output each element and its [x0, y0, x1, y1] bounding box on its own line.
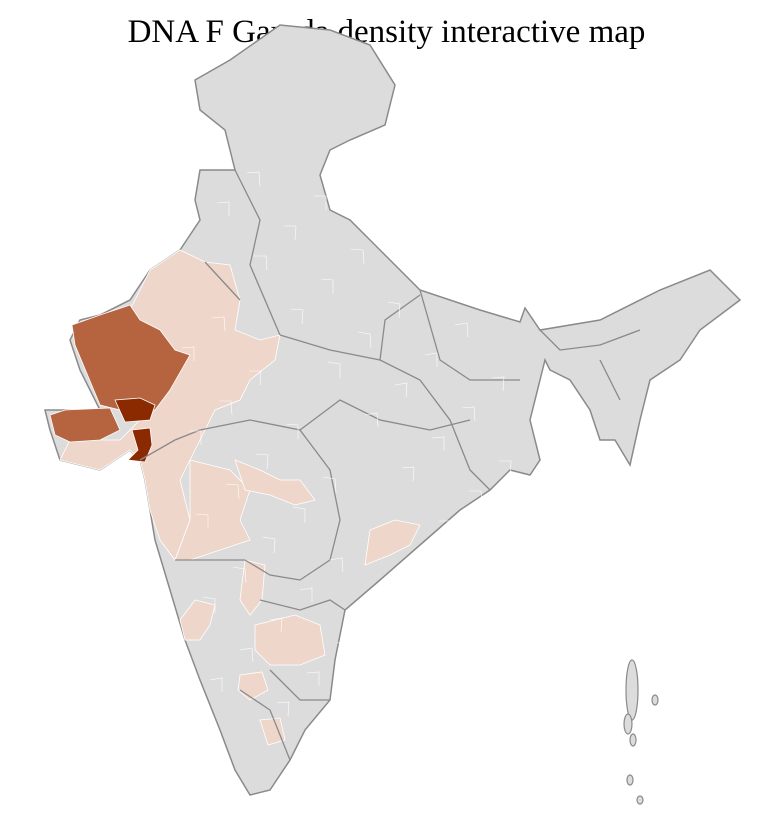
island-2: [629, 733, 637, 747]
district-border[interactable]: [246, 171, 261, 187]
state-border-10[interactable]: [239, 689, 291, 761]
district-border[interactable]: [255, 453, 269, 470]
district-border[interactable]: [216, 201, 230, 216]
district-border[interactable]: [254, 255, 268, 271]
district-border[interactable]: [439, 520, 452, 535]
district-border[interactable]: [269, 617, 283, 633]
district-border[interactable]: [404, 665, 417, 680]
district-border[interactable]: [284, 225, 297, 241]
district-border[interactable]: [440, 158, 455, 175]
district-border[interactable]: [410, 188, 424, 204]
district-border[interactable]: [380, 218, 394, 235]
district-border[interactable]: [512, 626, 526, 644]
district-border[interactable]: [505, 543, 519, 560]
state-border-12[interactable]: [539, 329, 641, 351]
district-border[interactable]: [320, 278, 334, 294]
district-border[interactable]: [285, 423, 299, 439]
district-border[interactable]: [322, 476, 337, 494]
map-title: DNA F Garoda density interactive map: [127, 14, 646, 50]
district-border[interactable]: [374, 695, 387, 711]
district-border[interactable]: [447, 241, 462, 259]
district-border[interactable]: [366, 611, 380, 627]
district-border[interactable]: [292, 506, 306, 523]
district-border[interactable]: [454, 322, 469, 338]
island-4: [626, 774, 634, 786]
state-border-11[interactable]: [419, 289, 520, 381]
district-border[interactable]: [306, 671, 320, 686]
region-low-central[interactable]: [234, 459, 316, 506]
district-border[interactable]: [461, 406, 476, 422]
district-border[interactable]: [499, 460, 512, 476]
district-border[interactable]: [357, 331, 372, 349]
district-border[interactable]: [195, 513, 209, 529]
district-border[interactable]: [249, 370, 262, 386]
state-border-8[interactable]: [259, 599, 346, 611]
state-border-2[interactable]: [204, 261, 241, 301]
district-border[interactable]: [387, 301, 401, 319]
state-border-3[interactable]: [139, 419, 341, 561]
country-outline[interactable]: [44, 24, 742, 796]
region-medium-saurashtra[interactable]: [49, 407, 121, 443]
district-border[interactable]: [424, 352, 438, 367]
island-5: [636, 795, 644, 805]
district-border[interactable]: [239, 647, 254, 663]
district-border[interactable]: [290, 308, 304, 325]
state-border-4[interactable]: [279, 334, 491, 491]
district-border[interactable]: [179, 147, 193, 163]
island-0: [625, 659, 639, 721]
district-border[interactable]: [314, 195, 327, 210]
district-border[interactable]: [327, 361, 341, 378]
district-border[interactable]: [276, 701, 290, 717]
district-border[interactable]: [344, 165, 358, 181]
state-border-9[interactable]: [269, 669, 330, 701]
state-border-0[interactable]: [234, 169, 261, 266]
island-3: [651, 694, 659, 706]
district-border[interactable]: [394, 382, 408, 398]
andaman-nicobar-islands: [623, 659, 659, 805]
district-border[interactable]: [484, 292, 498, 308]
district-border[interactable]: [181, 346, 195, 361]
region-high-ahmedabad[interactable]: [114, 397, 156, 423]
district-border[interactable]: [209, 677, 223, 692]
district-border[interactable]: [417, 271, 431, 288]
district-border[interactable]: [225, 483, 240, 500]
state-border-13[interactable]: [599, 359, 621, 401]
district-border[interactable]: [211, 316, 226, 332]
district-border[interactable]: [477, 211, 491, 229]
region-high-surat[interactable]: [127, 427, 153, 463]
state-border-5[interactable]: [299, 399, 471, 431]
island-1: [623, 713, 633, 735]
state-border-14[interactable]: [379, 294, 421, 361]
district-border[interactable]: [475, 573, 490, 590]
district-border[interactable]: [189, 430, 202, 445]
district-border[interactable]: [431, 436, 445, 451]
region-medium-north-gujarat[interactable]: [71, 304, 191, 411]
district-border[interactable]: [262, 536, 276, 554]
district-border[interactable]: [329, 557, 344, 573]
district-border[interactable]: [202, 596, 216, 613]
district-border[interactable]: [364, 412, 379, 428]
state-border-1[interactable]: [249, 264, 281, 336]
district-border[interactable]: [219, 400, 233, 416]
district-border[interactable]: [350, 248, 365, 265]
district-border[interactable]: [514, 262, 528, 277]
district-border[interactable]: [469, 490, 483, 506]
region-low-karnataka[interactable]: [254, 614, 326, 666]
india-mainland[interactable]: [44, 24, 742, 796]
district-border[interactable]: [232, 566, 247, 584]
state-border-6[interactable]: [244, 559, 331, 581]
district-border[interactable]: [401, 466, 415, 482]
district-border[interactable]: [336, 641, 351, 657]
region-low-south1[interactable]: [239, 559, 266, 616]
region-low-east[interactable]: [364, 519, 421, 566]
district-border[interactable]: [491, 376, 505, 392]
district-border[interactable]: [299, 587, 313, 602]
region-low-maharashtra[interactable]: [174, 459, 251, 561]
